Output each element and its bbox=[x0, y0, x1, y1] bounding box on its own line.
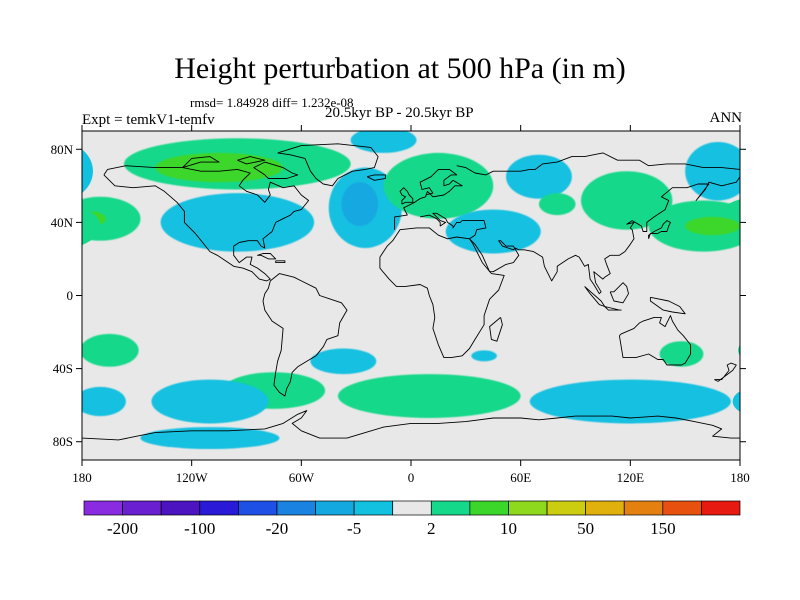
coastline-20 bbox=[253, 161, 299, 179]
coastline-13 bbox=[584, 286, 606, 307]
field-blob-24 bbox=[82, 386, 126, 417]
coastline-9 bbox=[420, 212, 463, 229]
stats-label: rmsd= 1.84928 diff= 1.232e-08 bbox=[190, 95, 354, 110]
x-tick-label-2: 60W bbox=[289, 470, 315, 485]
field-blob-wrap-12 bbox=[82, 206, 101, 246]
coastline-0 bbox=[103, 165, 310, 282]
colorbar-bin-12 bbox=[546, 500, 586, 516]
colorbar-bin-3 bbox=[199, 500, 239, 516]
coastline-4 bbox=[399, 187, 414, 205]
colorbar-bin-7 bbox=[353, 500, 394, 516]
colorbar-bin-10 bbox=[469, 500, 509, 516]
field-blob-wrap-15 bbox=[738, 344, 740, 357]
coastline-8 bbox=[456, 152, 740, 295]
field-blob-23 bbox=[471, 350, 497, 362]
coastline-1 bbox=[277, 143, 379, 187]
coastline-19 bbox=[275, 260, 286, 264]
coastline-15 bbox=[609, 282, 629, 304]
y-tick-label-4: 80S bbox=[53, 434, 73, 449]
coastline-2 bbox=[262, 273, 348, 397]
x-tick-label-1: 120W bbox=[176, 470, 209, 485]
colorbar-bin-11 bbox=[508, 500, 548, 516]
x-tick-label-4: 60E bbox=[510, 470, 531, 485]
field-blob-14 bbox=[685, 141, 740, 201]
colorbar-label-5: 10 bbox=[500, 519, 517, 538]
coastline-6 bbox=[379, 227, 505, 359]
colorbar-label-0: -200 bbox=[107, 519, 138, 538]
field-blob-16 bbox=[310, 348, 377, 375]
colorbar-bin-6 bbox=[315, 500, 355, 516]
field-blob-8 bbox=[383, 152, 494, 219]
field-blob-20 bbox=[140, 427, 280, 450]
field-blob-wrap-24 bbox=[732, 391, 740, 412]
coastline-5 bbox=[366, 174, 386, 181]
field-blob-11 bbox=[580, 171, 673, 230]
coastline-3 bbox=[394, 168, 463, 230]
coastline-10 bbox=[648, 220, 671, 239]
field-blob-1 bbox=[155, 152, 284, 183]
coastline-16 bbox=[649, 296, 686, 315]
coastline-11 bbox=[618, 315, 692, 366]
coastline-18 bbox=[257, 253, 277, 260]
coastline-17 bbox=[82, 410, 740, 441]
colorbar-bin-16 bbox=[701, 500, 741, 516]
x-tick-label-5: 120E bbox=[617, 470, 645, 485]
field-blob-13 bbox=[685, 216, 740, 236]
axis-ticks: 180 120W 60W 0 60E 120E 180 80N 40N 0 40S 80S bbox=[51, 125, 750, 485]
colorbar-bin-0 bbox=[83, 500, 123, 516]
colorbar-label-3: -5 bbox=[347, 519, 361, 538]
field-blob-19 bbox=[151, 379, 269, 424]
colorbar-bin-1 bbox=[122, 500, 162, 516]
field-blob-22 bbox=[659, 341, 704, 367]
plot-title: Height perturbation at 500 hPa (in m) bbox=[174, 52, 626, 85]
y-tick-label-1: 40N bbox=[51, 215, 74, 230]
colorbar-label-1: -100 bbox=[184, 519, 215, 538]
y-tick-label-3: 40S bbox=[53, 361, 73, 376]
colorbar: -200 -100 -20 -5 2 10 50 150 bbox=[83, 500, 741, 538]
y-tick-label-2: 0 bbox=[67, 288, 74, 303]
colorbar-bin-5 bbox=[276, 500, 316, 516]
colorbar-label-7: 150 bbox=[650, 519, 676, 538]
coastlines bbox=[82, 143, 740, 441]
field-blob-17 bbox=[337, 374, 521, 418]
season-label: ANN bbox=[709, 110, 743, 126]
colorbar-bin-4 bbox=[238, 500, 278, 516]
x-tick-label-6: 180 bbox=[730, 470, 750, 485]
colorbar-bin-8 bbox=[392, 500, 432, 516]
field-blob-15 bbox=[82, 333, 139, 367]
coastline-22 bbox=[237, 156, 266, 165]
field-blob-9 bbox=[445, 209, 541, 254]
coastline-21 bbox=[182, 156, 220, 169]
colorbar-bin-15 bbox=[662, 500, 702, 516]
colorbar-label-2: -20 bbox=[266, 519, 289, 538]
colorbar-label-6: 50 bbox=[577, 519, 594, 538]
coastline-14 bbox=[604, 306, 622, 311]
colorbar-label-4: 2 bbox=[427, 519, 436, 538]
coastline-12 bbox=[714, 362, 737, 382]
y-tick-label-0: 80N bbox=[51, 142, 74, 157]
colorbar-bin-2 bbox=[160, 500, 201, 516]
field-blob-wrap-14 bbox=[82, 149, 93, 193]
colorbar-bin-9 bbox=[430, 500, 471, 516]
field-blob-10 bbox=[506, 154, 572, 199]
colorbar-bin-14 bbox=[623, 500, 664, 516]
field-blob-6 bbox=[341, 182, 379, 227]
field-blob-4 bbox=[160, 193, 315, 252]
colorbar-bin-13 bbox=[585, 500, 625, 516]
period-label: 20.5kyr BP - 20.5kyr BP bbox=[325, 105, 474, 121]
field-blob-25 bbox=[538, 193, 576, 216]
x-tick-label-3: 0 bbox=[408, 470, 415, 485]
coastline-7 bbox=[489, 317, 503, 342]
field-blob-21 bbox=[529, 379, 731, 424]
experiment-label: Expt = temkV1-temfv bbox=[82, 112, 215, 128]
x-tick-label-0: 180 bbox=[72, 470, 92, 485]
